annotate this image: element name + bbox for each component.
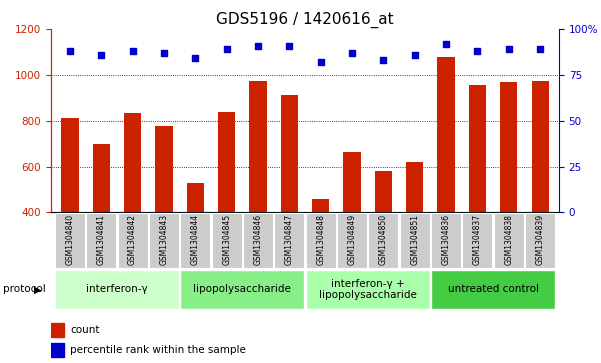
Bar xyxy=(525,213,555,268)
Point xyxy=(96,52,106,58)
Bar xyxy=(400,213,430,268)
Bar xyxy=(212,213,242,268)
Point xyxy=(472,48,482,54)
Bar xyxy=(431,213,461,268)
Bar xyxy=(274,213,304,268)
Bar xyxy=(431,270,555,309)
Bar xyxy=(469,85,486,212)
Bar xyxy=(187,183,204,212)
Text: GSM1304849: GSM1304849 xyxy=(347,214,356,265)
Bar xyxy=(155,126,172,212)
Bar xyxy=(180,270,304,309)
Bar xyxy=(124,113,141,212)
Bar xyxy=(180,213,210,268)
Text: GSM1304837: GSM1304837 xyxy=(473,214,482,265)
Bar xyxy=(51,343,64,357)
Text: untreated control: untreated control xyxy=(448,285,538,294)
Bar xyxy=(218,111,235,212)
Point xyxy=(284,42,294,48)
Text: GSM1304846: GSM1304846 xyxy=(254,214,263,265)
Title: GDS5196 / 1420616_at: GDS5196 / 1420616_at xyxy=(216,12,394,28)
Text: count: count xyxy=(70,325,100,335)
Bar xyxy=(343,152,361,212)
Text: protocol: protocol xyxy=(3,285,46,294)
Bar xyxy=(55,213,85,268)
Bar xyxy=(249,81,267,212)
Text: GSM1304847: GSM1304847 xyxy=(285,214,294,265)
Bar xyxy=(243,213,273,268)
Point xyxy=(128,48,138,54)
Bar xyxy=(375,171,392,212)
Text: interferon-γ: interferon-γ xyxy=(86,285,148,294)
Point xyxy=(191,56,200,61)
Point xyxy=(379,57,388,63)
Bar xyxy=(149,213,179,268)
Text: GSM1304843: GSM1304843 xyxy=(159,214,168,265)
Text: GSM1304836: GSM1304836 xyxy=(442,214,451,265)
Text: percentile rank within the sample: percentile rank within the sample xyxy=(70,345,246,355)
Bar xyxy=(500,82,517,212)
Text: GSM1304840: GSM1304840 xyxy=(66,214,75,265)
Bar xyxy=(281,95,298,212)
Text: GSM1304848: GSM1304848 xyxy=(316,214,325,265)
Point xyxy=(222,46,231,52)
Text: GSM1304839: GSM1304839 xyxy=(535,214,545,265)
Text: GSM1304838: GSM1304838 xyxy=(504,214,513,265)
Bar xyxy=(93,144,110,212)
Bar xyxy=(306,213,336,268)
Point xyxy=(65,48,75,54)
Bar xyxy=(462,213,492,268)
Point xyxy=(159,50,169,56)
Text: GSM1304851: GSM1304851 xyxy=(410,214,419,265)
Text: GSM1304850: GSM1304850 xyxy=(379,214,388,265)
Text: interferon-γ +
lipopolysaccharide: interferon-γ + lipopolysaccharide xyxy=(319,279,416,300)
Bar xyxy=(55,270,179,309)
Bar xyxy=(51,323,64,338)
Bar xyxy=(61,118,79,212)
Point xyxy=(504,46,514,52)
Bar xyxy=(531,81,549,212)
Point xyxy=(535,46,545,52)
Text: GSM1304841: GSM1304841 xyxy=(97,214,106,265)
Bar xyxy=(438,57,455,212)
Text: ▶: ▶ xyxy=(34,285,41,294)
Text: lipopolysaccharide: lipopolysaccharide xyxy=(194,285,291,294)
Bar xyxy=(494,213,524,268)
Bar xyxy=(118,213,148,268)
Bar xyxy=(312,199,329,212)
Bar xyxy=(86,213,116,268)
Text: GSM1304844: GSM1304844 xyxy=(191,214,200,265)
Bar xyxy=(337,213,367,268)
Point xyxy=(347,50,357,56)
Bar xyxy=(306,270,430,309)
Bar xyxy=(406,162,423,212)
Point xyxy=(253,42,263,48)
Text: GSM1304845: GSM1304845 xyxy=(222,214,231,265)
Point xyxy=(316,59,326,65)
Point xyxy=(441,41,451,46)
Bar xyxy=(368,213,398,268)
Point xyxy=(410,52,419,58)
Text: GSM1304842: GSM1304842 xyxy=(128,214,137,265)
